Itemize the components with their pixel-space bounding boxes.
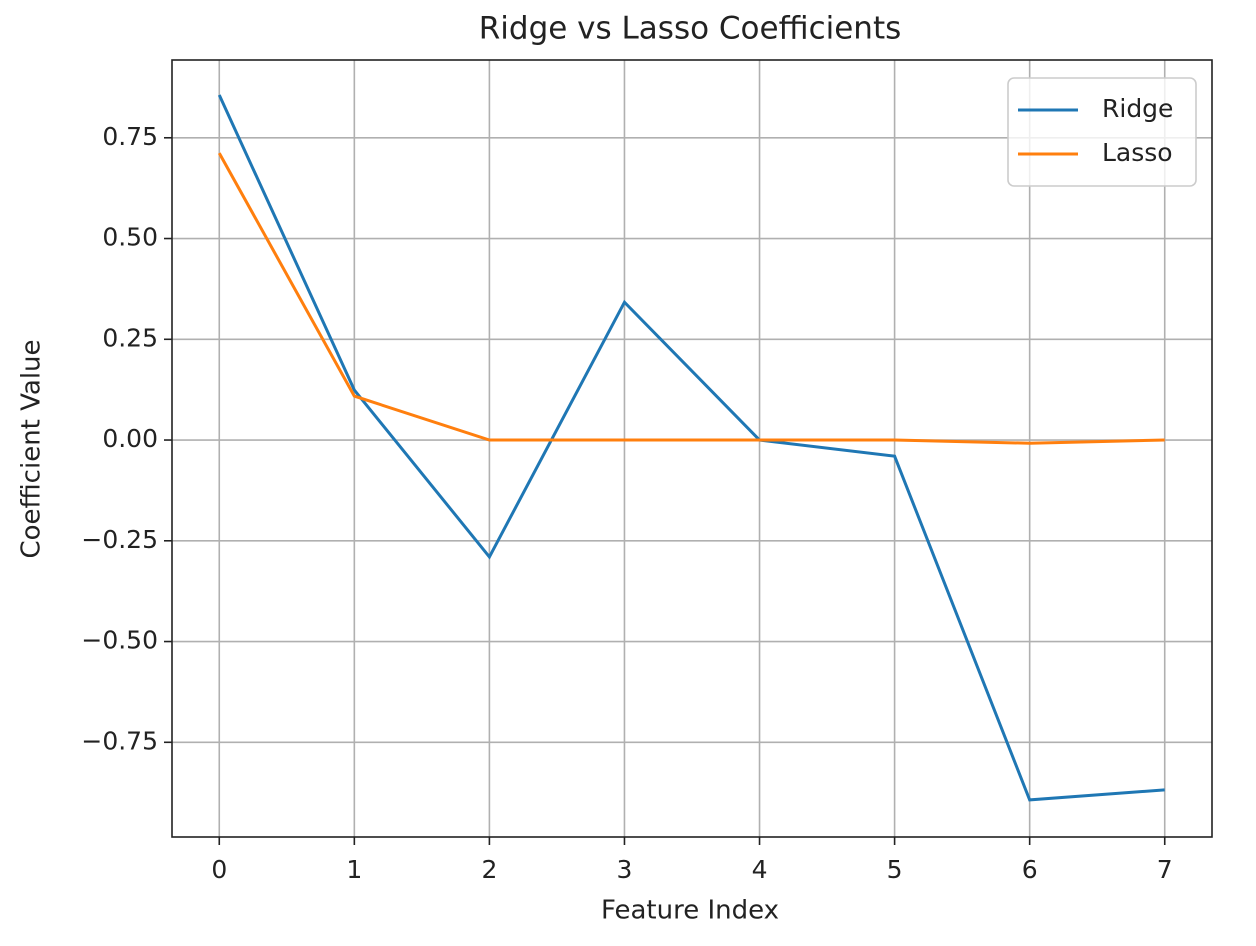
y-tick-label: 0.75 [102,122,158,151]
x-tick-label: 7 [1157,855,1173,884]
x-tick-label: 6 [1022,855,1038,884]
y-tick-label: −0.75 [81,726,158,755]
legend-box [1007,77,1197,187]
legend-label: Lasso [1102,138,1173,167]
y-tick-label: −0.25 [81,525,158,554]
series-line [217,94,1165,802]
x-tick-label: 0 [211,855,227,884]
series-line [217,152,1165,445]
x-tick-label: 3 [617,855,633,884]
legend-label: Ridge [1102,94,1173,123]
x-tick-label: 5 [887,855,903,884]
chart-title: Ridge vs Lasso Coefficients [479,11,902,47]
x-tick-label: 1 [346,855,362,884]
y-tick-label: 0.50 [102,223,158,252]
plot-frame [171,59,1213,838]
y-tick-label: 0.25 [102,323,158,352]
y-tick-label: 0.00 [102,424,158,453]
x-tick-label: 2 [481,855,497,884]
y-tick-label: −0.50 [81,626,158,655]
x-tick-label: 4 [752,855,768,884]
y-axis-label: Coefficient Value [17,339,47,558]
x-axis-label: Feature Index [601,896,779,926]
